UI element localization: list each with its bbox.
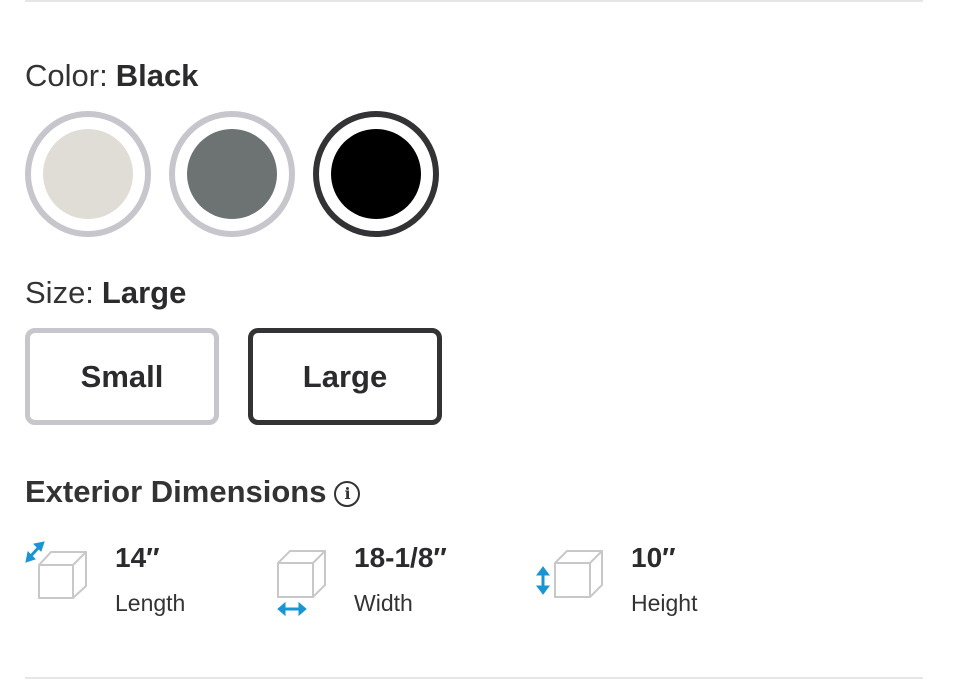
info-icon[interactable]: i [334,481,361,507]
size-label: Size: Large [25,275,186,311]
cube-width-icon [277,550,326,617]
cube-height-icon [536,550,603,598]
bottom-divider [25,677,923,679]
cube-length-icon [25,541,87,599]
length-label: Length [115,590,186,616]
width-label: Width [354,590,413,616]
swatch-fill [43,129,133,219]
size-option-small[interactable]: Small [25,328,219,425]
color-label: Color: Black [25,58,198,94]
dimensions-title: Exterior Dimensions [25,474,327,509]
color-swatch-gray[interactable] [169,111,295,237]
color-label-text: Color: [25,58,108,93]
width-value: 18-1/8″ [354,542,447,573]
swatch-fill [331,129,421,219]
selected-color: Black [115,58,199,93]
selected-size: Large [101,275,187,310]
height-value: 10″ [631,542,676,573]
height-label: Height [631,590,698,616]
length-value: 14″ [115,542,160,573]
size-option-large[interactable]: Large [248,328,442,425]
color-swatch-sand[interactable] [25,111,151,237]
swatch-fill [187,129,277,219]
top-divider [25,0,923,2]
color-swatch-black[interactable] [313,111,439,237]
dimensions-heading: Exterior Dimensions i [25,474,361,510]
size-label-text: Size: [25,275,94,310]
